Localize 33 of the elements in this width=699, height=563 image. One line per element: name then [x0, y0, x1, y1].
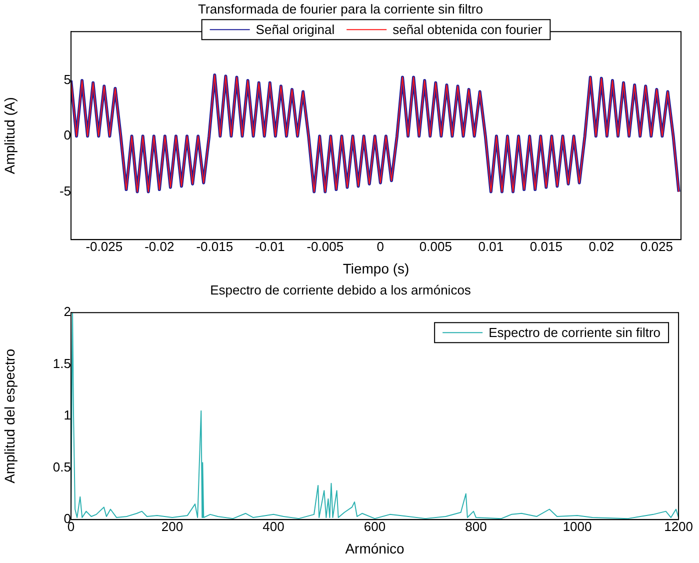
x-tick-label: 0.005 — [419, 238, 452, 254]
y-tick-label: 1.5 — [52, 356, 71, 371]
x-tick-label: 0.015 — [530, 238, 562, 254]
x-tick-label: 0 — [376, 238, 384, 254]
y-axis-title: Amplitud (A) — [1, 97, 18, 174]
chart-title: Espectro de corriente debido a los armónicos — [210, 282, 472, 298]
y-tick-label: 1 — [64, 408, 71, 423]
legend-label: Señal original — [256, 22, 335, 38]
x-tick-label: 0.02 — [588, 238, 614, 254]
legend-label: señal obtenida con fourier — [392, 22, 543, 38]
x-axis-title: Tiempo (s) — [342, 260, 410, 276]
x-axis-title: Armónico — [345, 540, 405, 556]
x-tick-label: 800 — [465, 518, 487, 534]
x-tick-label: -0.005 — [306, 238, 344, 254]
x-tick-label: -0.025 — [86, 238, 123, 254]
x-tick-label: 0.01 — [478, 238, 504, 254]
y-tick-label: 0 — [64, 128, 71, 143]
x-tick-label: 400 — [262, 518, 284, 534]
x-tick-label: 600 — [364, 518, 386, 534]
y-tick-label: 0.5 — [52, 459, 71, 474]
y-tick-label: -5 — [59, 183, 71, 198]
y-tick-label: 2 — [64, 304, 71, 320]
x-tick-label: -0.01 — [255, 238, 285, 254]
chart-title: Transformada de fourier para la corriente sin filtro — [198, 1, 483, 16]
legend-label: Espectro de corriente sin filtro — [488, 325, 661, 340]
y-axis-title: Amplitud del espectro — [1, 348, 18, 484]
x-tick-label: 1000 — [562, 518, 592, 534]
x-tick-label: 0.025 — [640, 238, 673, 254]
x-tick-label: -0.015 — [196, 238, 234, 254]
y-tick-label: 5 — [64, 72, 71, 88]
x-tick-label: -0.02 — [144, 238, 174, 254]
x-tick-label: 1200 — [664, 518, 693, 534]
x-tick-label: 200 — [161, 518, 184, 534]
